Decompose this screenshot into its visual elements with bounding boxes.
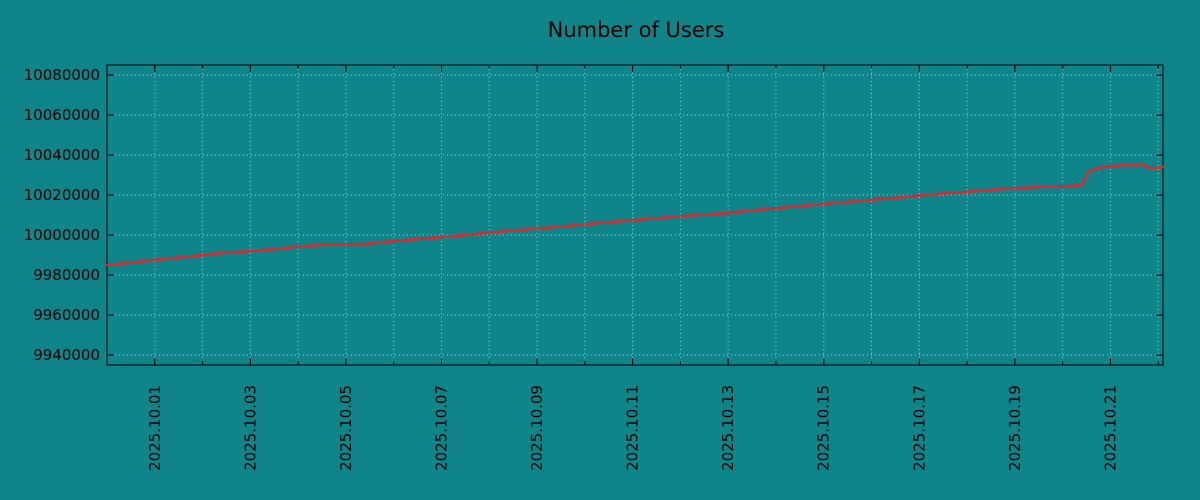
x-tick-label: 2025.10.17: [910, 385, 928, 471]
y-tick-label: 9980000: [33, 266, 100, 284]
x-tick-label: 2025.10.21: [1101, 385, 1119, 471]
plot-frame: [106, 64, 1164, 366]
y-tick-label: 10000000: [24, 226, 100, 244]
x-tick-label: 2025.10.07: [432, 385, 450, 471]
x-tick-label: 2025.10.01: [146, 385, 164, 471]
x-tick-label: 2025.10.15: [815, 385, 833, 471]
y-tick-label: 9960000: [33, 306, 100, 324]
x-tick-label: 2025.10.05: [337, 385, 355, 471]
x-tick-label: 2025.10.13: [719, 385, 737, 471]
y-tick-label: 10040000: [24, 146, 100, 164]
y-tick-label: 10080000: [24, 66, 100, 84]
series-line-number-of-users: [105, 163, 1165, 267]
x-tick-label: 2025.10.11: [624, 385, 642, 471]
y-tick-label: 10020000: [24, 186, 100, 204]
y-tick-label: 10060000: [24, 106, 100, 124]
y-tick-label: 9940000: [33, 346, 100, 364]
x-tick-label: 2025.10.03: [241, 385, 259, 471]
chart-title: Number of Users: [548, 18, 725, 42]
x-tick-label: 2025.10.09: [528, 385, 546, 471]
x-tick-label: 2025.10.19: [1006, 385, 1024, 471]
